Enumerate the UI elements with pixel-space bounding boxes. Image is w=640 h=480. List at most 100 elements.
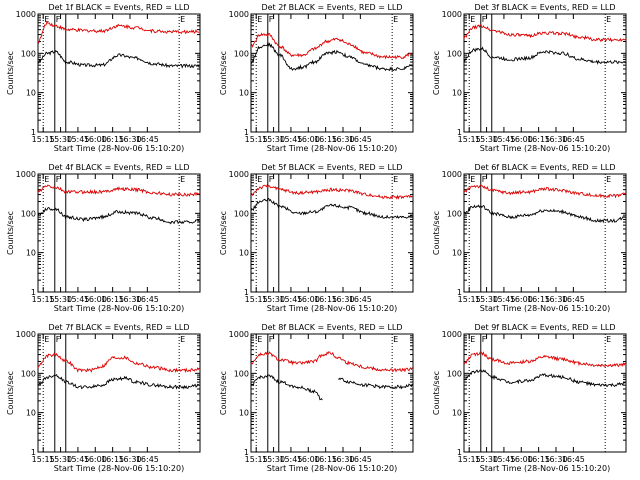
x-axis-label: Start Time (28-Nov-06 15:10:20) [54, 464, 184, 473]
y-tick-label: 100 [21, 49, 36, 58]
y-tick-label: 100 [447, 49, 462, 58]
x-tick-label: 16:30 [331, 455, 354, 464]
y-axis-label: Counts/sec [219, 51, 228, 95]
x-tick-label: 16:15 [101, 295, 124, 304]
x-axis-label: Start Time (28-Nov-06 15:10:20) [480, 464, 610, 473]
x-tick-label: 16:45 [562, 455, 585, 464]
y-tick-label: 1000 [442, 330, 462, 339]
time-marker-label: E [470, 175, 475, 184]
x-tick-label: 15:45 [66, 295, 89, 304]
x-tick-label: 16:45 [136, 135, 159, 144]
plot-frame [37, 173, 201, 293]
lld-series-line [250, 32, 413, 60]
time-marker-label: F [56, 15, 61, 24]
x-axis-label: Start Time (28-Nov-06 15:10:20) [267, 304, 397, 313]
x-tick-label: 16:45 [562, 135, 585, 144]
x-tick-label: 15:15 [458, 455, 481, 464]
y-tick-label: 10 [26, 89, 36, 98]
y-tick-label: 1 [244, 448, 249, 457]
events-series-line [250, 374, 323, 401]
y-tick-label: 100 [234, 209, 249, 218]
events-series-line [250, 41, 413, 72]
panel-det-7: Det 7f BLACK = Events, RED = LLD 1 10 100 10… [6, 323, 201, 473]
panel-title: Det 8f BLACK = Events, RED = LLD [261, 323, 402, 332]
x-tick-label: 16:00 [84, 135, 107, 144]
time-marker-label: F [482, 335, 487, 344]
x-tick-label: 16:15 [101, 455, 124, 464]
panel-det-1: Det 1f BLACK = Events, RED = LLD 1 10 100 10… [6, 3, 201, 153]
time-marker-label: F [482, 175, 487, 184]
events-series-line [250, 197, 413, 219]
panel-title: Det 4f BLACK = Events, RED = LLD [48, 163, 189, 172]
time-marker-label: E [257, 335, 262, 344]
y-tick-label: 10 [26, 249, 36, 258]
time-marker-label: E [606, 15, 611, 24]
plot-frame [37, 13, 201, 133]
y-tick-label: 1 [244, 128, 249, 137]
y-tick-label: 100 [447, 369, 462, 378]
x-tick-label: 15:30 [475, 135, 498, 144]
x-tick-label: 15:45 [492, 295, 515, 304]
x-tick-label: 15:45 [492, 135, 515, 144]
x-tick-label: 15:30 [262, 295, 285, 304]
y-tick-label: 1 [31, 448, 36, 457]
y-axis-label: Counts/sec [219, 211, 228, 255]
events-series-line [37, 206, 200, 225]
x-tick-label: 15:30 [262, 455, 285, 464]
x-tick-label: 15:30 [262, 135, 285, 144]
y-tick-label: 1 [457, 128, 462, 137]
x-tick-label: 16:00 [297, 295, 320, 304]
x-tick-label: 16:30 [331, 135, 354, 144]
panel-title: Det 1f BLACK = Events, RED = LLD [48, 3, 189, 12]
x-tick-label: 16:30 [118, 455, 141, 464]
x-axis-label: Start Time (28-Nov-06 15:10:20) [267, 144, 397, 153]
y-tick-label: 100 [21, 369, 36, 378]
panel-title: Det 2f BLACK = Events, RED = LLD [261, 3, 402, 12]
x-axis-label: Start Time (28-Nov-06 15:10:20) [54, 144, 184, 153]
x-tick-label: 15:30 [475, 295, 498, 304]
lld-series-line [463, 351, 626, 368]
x-tick-label: 15:30 [49, 455, 72, 464]
events-series-line [338, 377, 413, 390]
lld-series-line [463, 23, 626, 43]
y-axis-label: Counts/sec [432, 211, 441, 255]
time-marker-label: F [56, 175, 61, 184]
y-tick-label: 1000 [16, 330, 36, 339]
time-marker-label: E [470, 335, 475, 344]
y-tick-label: 1000 [16, 10, 36, 19]
x-tick-label: 16:30 [544, 295, 567, 304]
x-axis-label: Start Time (28-Nov-06 15:10:20) [480, 304, 610, 313]
y-axis-label: Counts/sec [6, 51, 15, 95]
plot-frame [250, 13, 414, 133]
y-tick-label: 10 [239, 249, 249, 258]
y-tick-label: 100 [21, 209, 36, 218]
panel-det-5: Det 5f BLACK = Events, RED = LLD 1 10 100 10… [219, 163, 414, 313]
plot-frame [463, 333, 627, 453]
y-tick-label: 1 [457, 448, 462, 457]
time-marker-label: E [606, 175, 611, 184]
plot-frame [37, 333, 201, 453]
time-marker-label: F [269, 335, 274, 344]
panel-det-9: Det 9f BLACK = Events, RED = LLD 1 10 100 10… [432, 323, 627, 473]
events-series-line [463, 46, 626, 65]
y-tick-label: 10 [239, 89, 249, 98]
x-tick-label: 16:00 [297, 455, 320, 464]
x-tick-label: 16:15 [314, 135, 337, 144]
x-tick-label: 15:45 [492, 455, 515, 464]
time-marker-label: E [44, 175, 49, 184]
x-tick-label: 15:45 [279, 455, 302, 464]
x-tick-label: 16:45 [349, 455, 372, 464]
x-tick-label: 16:45 [349, 135, 372, 144]
lld-series-line [37, 20, 200, 44]
y-axis-label: Counts/sec [432, 51, 441, 95]
y-axis-label: Counts/sec [6, 371, 15, 415]
y-tick-label: 100 [234, 49, 249, 58]
time-marker-label: E [180, 15, 185, 24]
time-marker-label: E [606, 335, 611, 344]
lld-series-line [463, 184, 626, 199]
x-tick-label: 16:00 [84, 455, 107, 464]
time-marker-label: E [180, 335, 185, 344]
time-marker-label: E [393, 335, 398, 344]
time-marker-label: E [257, 175, 262, 184]
